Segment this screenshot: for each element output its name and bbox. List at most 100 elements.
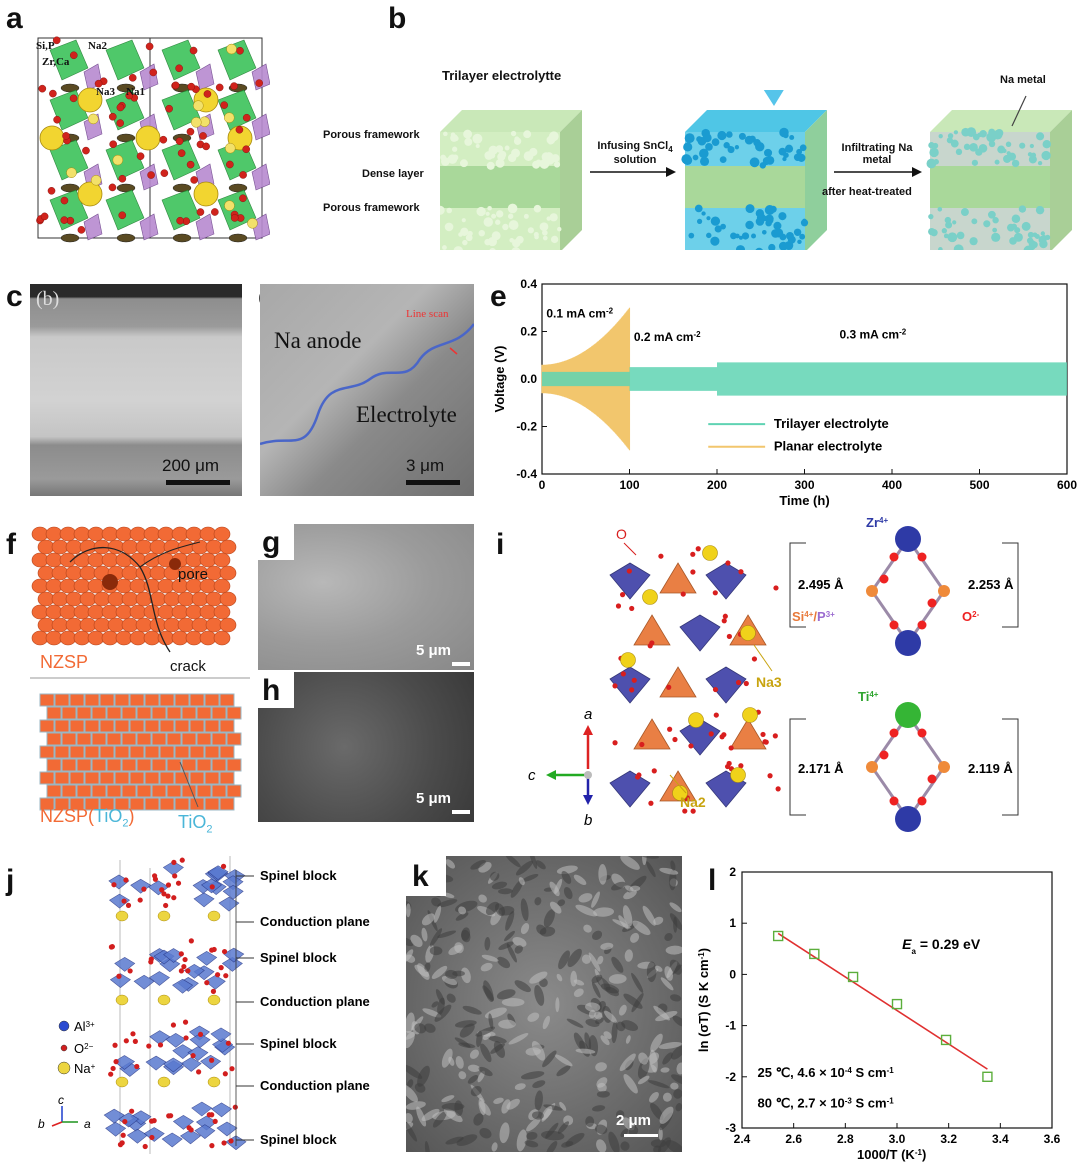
- pore-blob: [464, 137, 473, 146]
- diamond-zr-top-atom: [895, 526, 921, 552]
- arrow-1-head: [666, 167, 676, 177]
- pore-blob: [539, 159, 550, 169]
- grain-texture: [459, 1023, 475, 1038]
- pore-blob: [799, 144, 807, 152]
- al-polyhedron: [187, 1046, 209, 1061]
- nzsp-grain: [87, 630, 105, 646]
- o-atom-j: [188, 1127, 194, 1133]
- pore-blob: [945, 221, 953, 229]
- nzsp-tio2-grain: [151, 706, 167, 720]
- label-tio2: TiO2: [178, 812, 213, 836]
- o-atom-i: [760, 731, 766, 738]
- axis-a-label-j: a: [84, 1117, 91, 1131]
- nzsp-grain: [73, 630, 91, 646]
- nzsp-tio2-grain: [39, 745, 55, 759]
- o-atom-i: [619, 592, 626, 598]
- o-atom-i: [767, 773, 773, 779]
- current-density-label: 0.1 mA cm-2: [546, 306, 613, 321]
- nzsp-tio2-grain: [204, 693, 220, 707]
- o-atom-i: [726, 760, 732, 767]
- o-atom-j: [117, 1142, 124, 1148]
- pore-blob: [994, 159, 1000, 165]
- si-tetrahedron-i: [659, 562, 697, 594]
- axis-b-j: [51, 1121, 63, 1127]
- nzsp-grain: [121, 565, 139, 581]
- na-small-atom: [193, 100, 204, 111]
- grain-texture: [421, 927, 428, 942]
- nzsp-grain: [31, 630, 49, 646]
- nzsp-grain: [135, 565, 153, 581]
- grain-texture: [491, 1142, 498, 1152]
- al-polyhedron: [211, 1102, 233, 1118]
- pore-blob: [701, 211, 706, 216]
- tio2-pointer: [179, 761, 199, 808]
- o-atom-i: [763, 739, 769, 745]
- nzsp-grain: [51, 617, 69, 633]
- pore-blob: [744, 135, 754, 145]
- nzsp-grain: [185, 604, 203, 620]
- scale-bar-h: [452, 810, 470, 814]
- o-atom: [255, 79, 263, 87]
- pore-blob: [789, 134, 795, 140]
- o-atom-j: [181, 963, 187, 970]
- beta-alumina-structure-j: Spinel block Conduction plane Spinel block…: [38, 856, 370, 1154]
- o-atom-i: [648, 800, 654, 806]
- pore-blob: [755, 141, 765, 152]
- nzsp-tio2-grain: [219, 771, 235, 785]
- o-atom-i: [631, 677, 637, 683]
- diamond-zr-o-atom: [889, 552, 899, 562]
- grain-texture: [484, 936, 491, 951]
- nzsp-grain: [143, 552, 161, 568]
- trilayer-title: Trilayer electrolytte: [442, 68, 562, 83]
- na-atom-j: [157, 1076, 171, 1088]
- legend-label-j: Al3+: [74, 1019, 95, 1034]
- o-atom-i: [629, 687, 635, 693]
- pore-blob: [978, 144, 988, 153]
- pore-blob: [929, 147, 939, 158]
- pore-blob: [511, 247, 521, 250]
- grain-texture: [669, 959, 682, 975]
- o-atom-j: [125, 902, 132, 908]
- grain-texture: [480, 1043, 492, 1063]
- pore-blob: [1018, 205, 1027, 213]
- nzsp-tio2-grain: [159, 745, 175, 759]
- pore-blob: [779, 127, 789, 138]
- o-atom-j: [232, 1104, 238, 1110]
- grain-texture: [429, 928, 443, 947]
- pore-blob: [496, 210, 504, 218]
- grain-texture: [506, 1098, 520, 1110]
- letter-box-k: [406, 856, 446, 896]
- grain-texture: [541, 1106, 553, 1120]
- pore-blob: [992, 217, 999, 224]
- nzsp-grain: [163, 617, 181, 633]
- nzsp-tio2-grain: [189, 693, 205, 707]
- zr-octahedron: [161, 89, 201, 131]
- o-atom-j: [210, 988, 217, 994]
- al-polyhedron: [109, 973, 131, 989]
- nzsp-grain: [157, 526, 175, 542]
- na-atom-i: [702, 545, 718, 561]
- o-atom-j: [152, 876, 159, 882]
- o-atom-i: [738, 569, 744, 575]
- y-axis-label-l: ln (σT) (S K cm-1): [696, 948, 711, 1052]
- grain-texture: [597, 955, 604, 965]
- scale-label-c: 200 μm: [162, 456, 220, 475]
- scale-label-g: 5 μm: [416, 642, 452, 659]
- pore-blob: [553, 161, 561, 168]
- o-atom-i: [690, 808, 696, 814]
- grain-texture: [406, 1113, 413, 1124]
- diamond-ti-o-atom: [889, 728, 899, 738]
- o-atom: [171, 81, 180, 90]
- axis-b-label-j: b: [38, 1117, 45, 1131]
- grain-texture: [575, 1048, 596, 1054]
- nzsp-grain: [87, 578, 105, 594]
- diamond-zr-left-atom: [866, 585, 878, 597]
- label-dense-layer: Dense layer: [362, 168, 424, 180]
- nzsp-tio2-grain: [91, 784, 107, 798]
- o-atom: [136, 152, 145, 161]
- grain-texture: [414, 1023, 427, 1034]
- x-tick-label-e: 300: [794, 478, 814, 492]
- sem-k-texture: [406, 856, 682, 1152]
- na-atom-j: [207, 994, 221, 1006]
- label-zr: Zr4+: [866, 515, 888, 530]
